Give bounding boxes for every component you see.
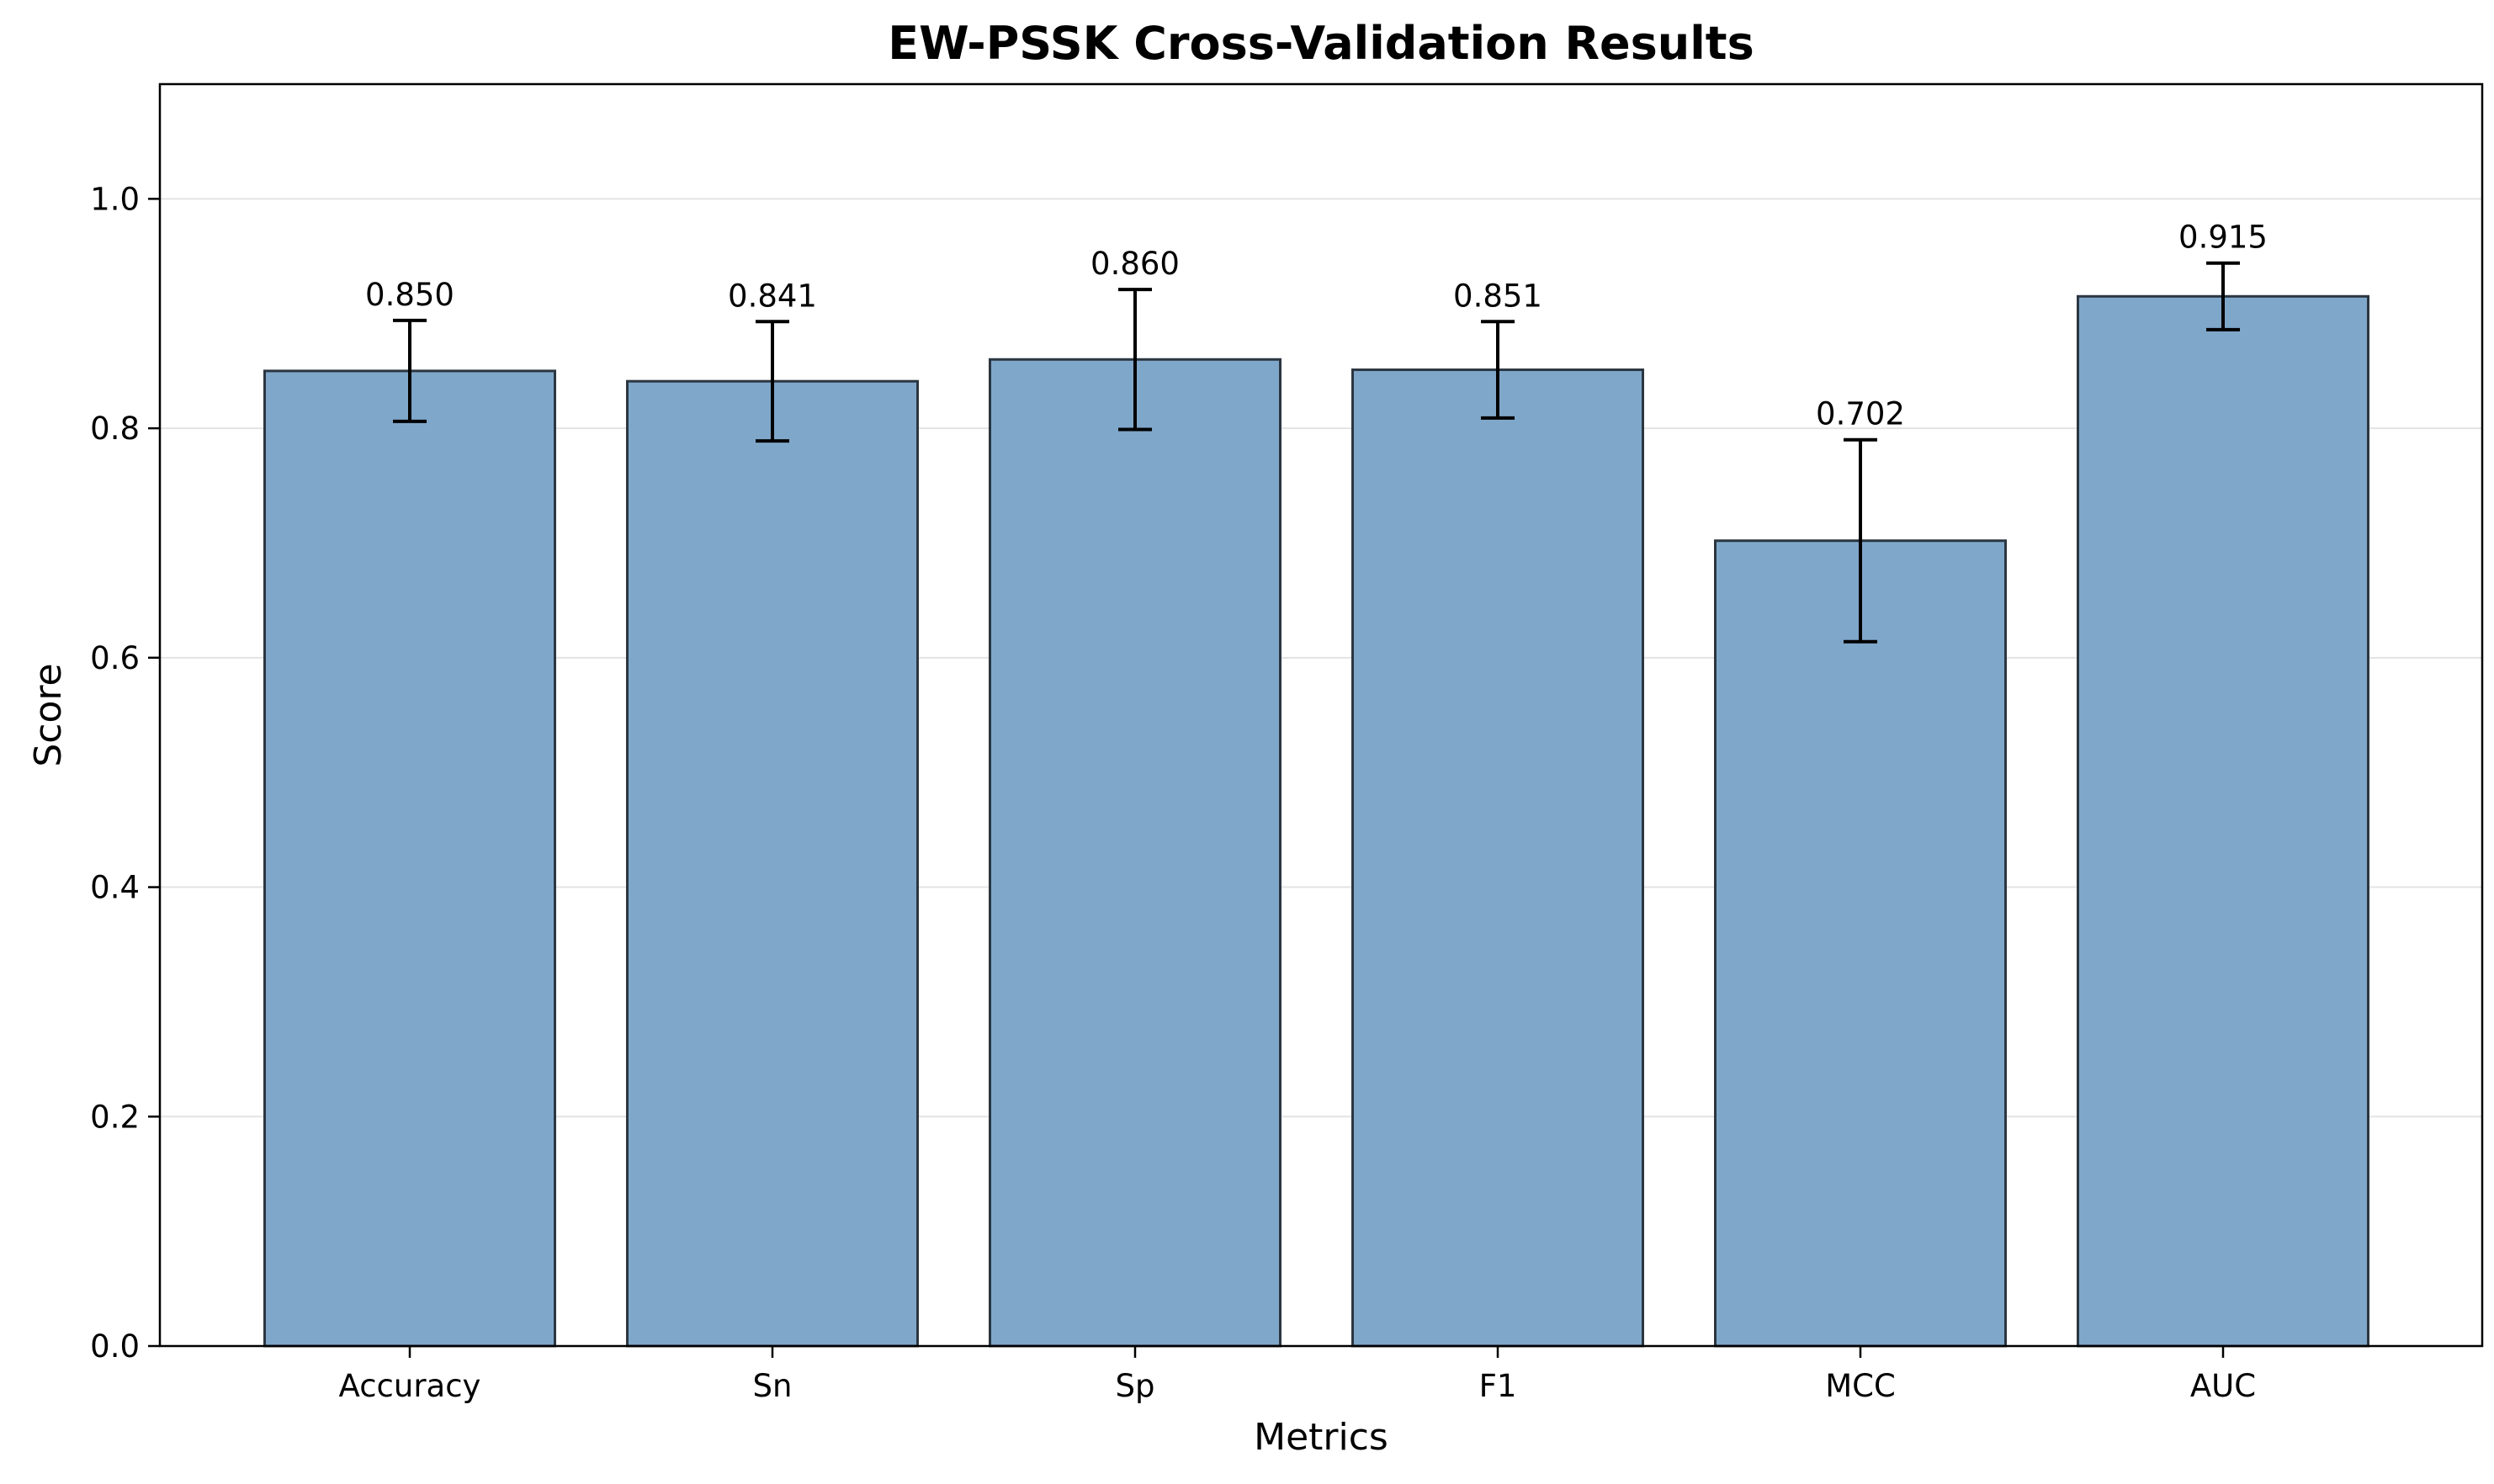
- y-axis-ticks: 0.0 0.2 0.4 0.6 0.8 1.0: [90, 181, 160, 1365]
- bar-auc: [2077, 294, 2369, 1348]
- error-bar-mcc: [1844, 437, 1877, 644]
- error-bar-sn: [756, 320, 789, 443]
- y-axis-label: Score: [27, 663, 70, 766]
- y-tick-label: 0.2: [90, 1099, 140, 1135]
- bar-accuracy: [263, 369, 556, 1348]
- data-label-accuracy: 0.850: [365, 277, 454, 313]
- data-label-f1: 0.851: [1453, 278, 1542, 314]
- data-label-auc: 0.915: [2178, 220, 2268, 256]
- chart-title: EW-PSSK Cross-Validation Results: [888, 17, 1754, 70]
- error-bars: [393, 261, 2240, 644]
- x-tick-label-mcc: MCC: [1825, 1368, 1896, 1404]
- plot-frame: [158, 82, 2484, 1348]
- y-tick-label: 0.8: [90, 411, 140, 447]
- data-label-mcc: 0.702: [1816, 396, 1905, 432]
- y-tick-label: 1.0: [90, 181, 140, 217]
- bar-sn: [626, 379, 919, 1348]
- x-axis-label: Metrics: [1254, 1416, 1388, 1459]
- x-tick-label-f1: F1: [1479, 1368, 1517, 1404]
- data-labels: 0.850 0.841 0.860 0.851 0.702 0.915: [365, 220, 2268, 432]
- data-label-sn: 0.841: [728, 278, 817, 314]
- error-bar-f1: [1481, 320, 1515, 420]
- error-bar-accuracy: [393, 318, 427, 423]
- bar-sp: [989, 358, 1281, 1348]
- x-tick-label-auc: AUC: [2190, 1368, 2256, 1404]
- bar-f1: [1351, 368, 1644, 1348]
- x-tick-label-accuracy: Accuracy: [339, 1368, 481, 1404]
- bars: [263, 294, 2369, 1348]
- error-bar-sp: [1118, 288, 1152, 432]
- x-tick-label-sp: Sp: [1116, 1368, 1155, 1404]
- y-tick-label: 0.6: [90, 640, 140, 676]
- y-tick-label: 0.4: [90, 870, 140, 906]
- data-label-sp: 0.860: [1090, 246, 1180, 282]
- x-tick-label-sn: Sn: [753, 1368, 793, 1404]
- error-bar-auc: [2206, 261, 2240, 331]
- x-axis-ticks: Accuracy Sn Sp F1 MCC AUC: [339, 1346, 2256, 1404]
- y-tick-label: 0.0: [90, 1328, 140, 1365]
- bar-mcc: [1714, 539, 2007, 1348]
